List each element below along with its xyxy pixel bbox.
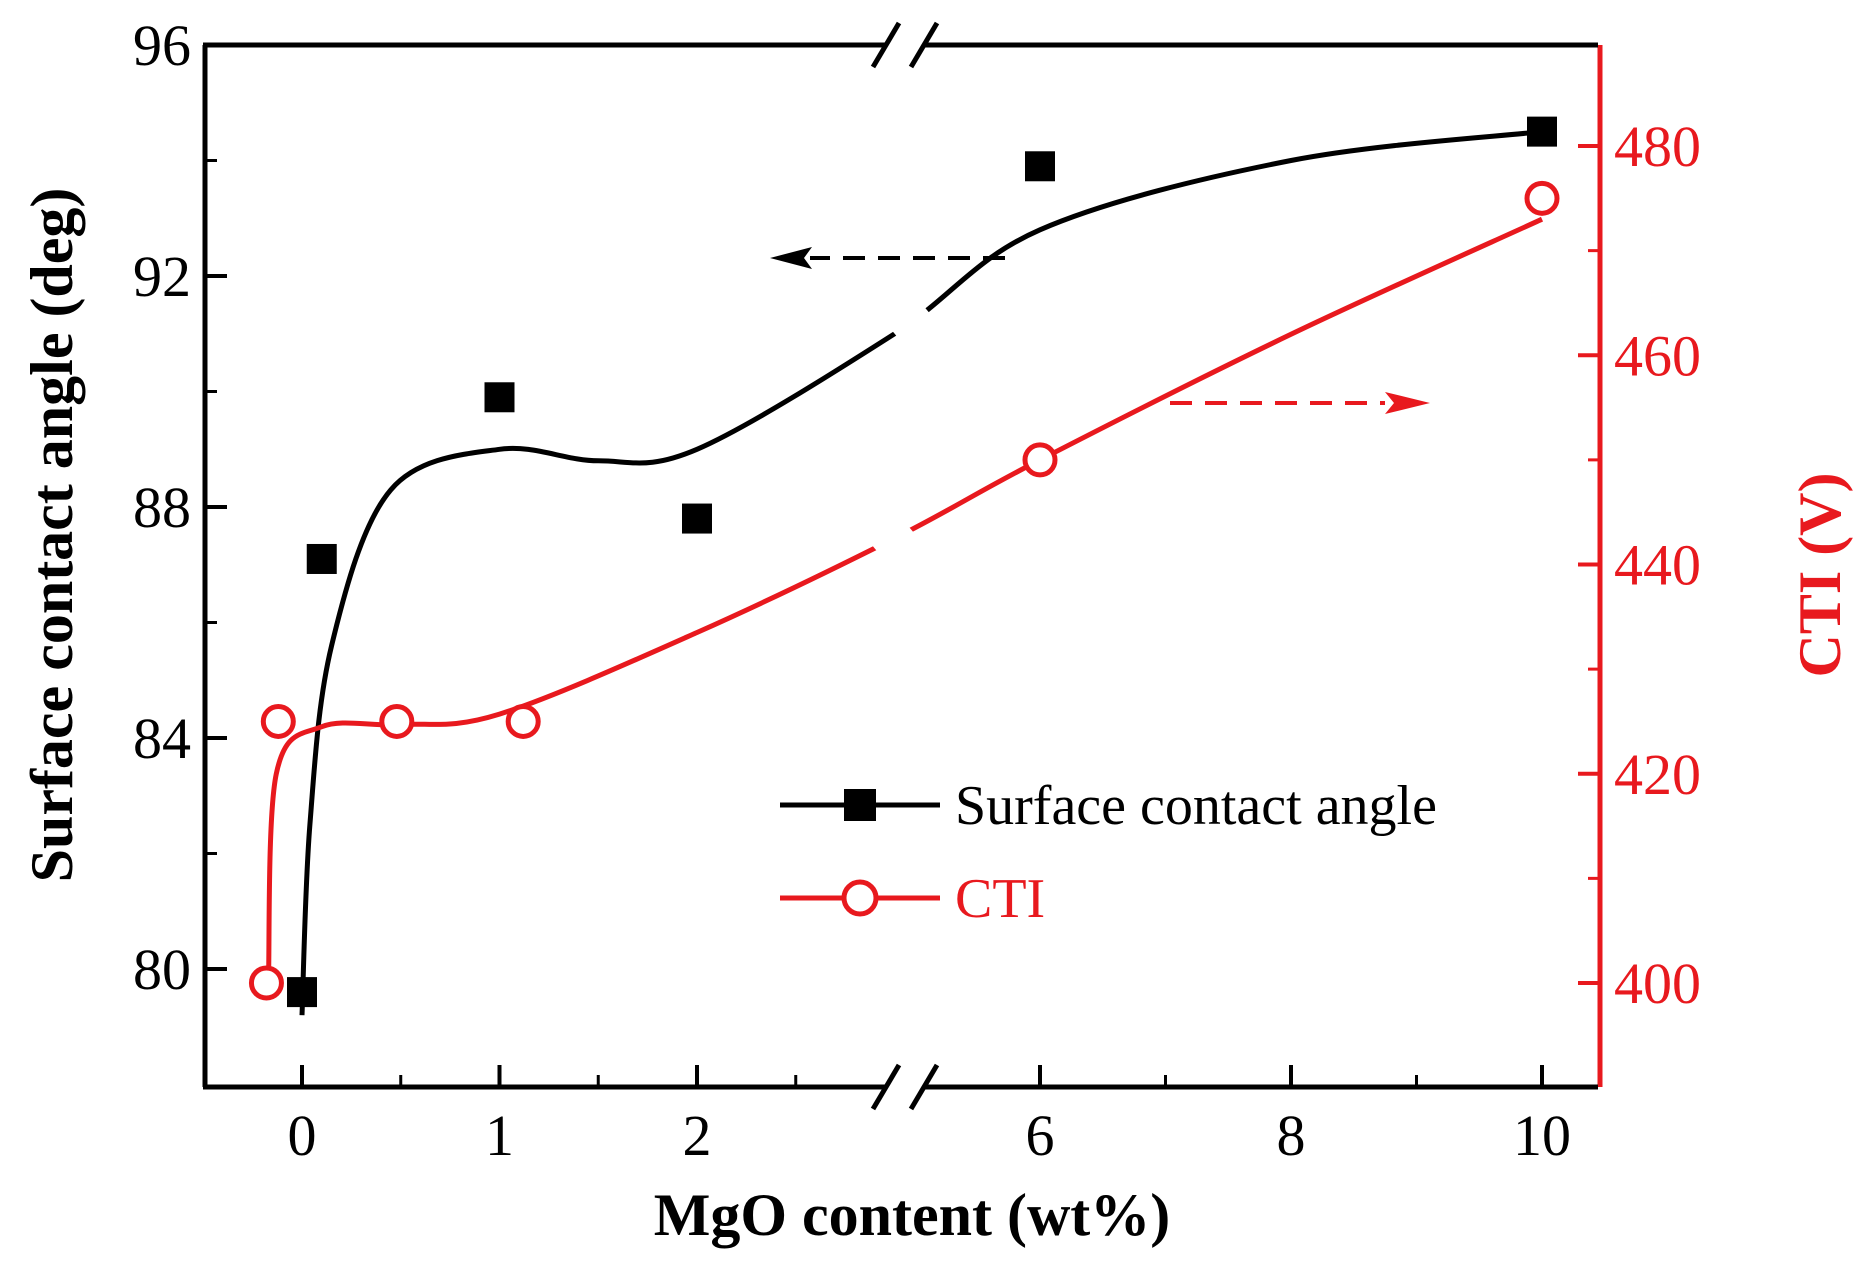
y-right-tick-label: 480 [1614,114,1701,179]
x-tick-label: 0 [288,1103,317,1168]
bottom-axis-break-mark-stroke-1 [870,1063,902,1111]
y-left-tick-label: 88 [133,475,191,540]
y-right-tick-label: 440 [1614,533,1701,598]
y-right-axis-title: CTI (V) [1787,473,1853,678]
y-left-tick-label: 92 [133,244,191,309]
y-right-tick-label: 460 [1614,323,1701,388]
legend-label: CTI [955,868,1045,930]
curve-break-gap [873,282,937,348]
x-tick-label: 6 [1026,1103,1055,1168]
cti-point [1022,442,1058,478]
right-arrow-head-icon [1385,392,1430,414]
x-axis-title: MgO content (wt%) [654,1182,1171,1248]
top-axis-break-mark-stroke-2 [908,21,940,69]
cti-point [248,965,284,1001]
cti-point [260,703,296,739]
legend-square-marker-icon [844,789,876,821]
surface-contact-angle-point [306,543,337,574]
surface-contact-angle-point [1025,151,1055,182]
surface-contact-angle-point [484,382,515,413]
legend-item-cti: CTI [780,868,1045,930]
x-tick-label: 10 [1513,1103,1571,1168]
surface-contact-angle-point [1527,116,1557,147]
y-right-tick-label: 420 [1614,742,1701,807]
y-left-tick-label: 80 [133,937,191,1002]
legend-item-surface-contact-angle: Surface contact angle [780,775,1437,837]
bottom-axis-break-mark-stroke-2 [908,1063,940,1111]
bottom-axis-break-mark [870,1063,940,1111]
surface-contact-angle-point [682,503,712,534]
y-left-tick-label: 96 [133,13,191,78]
x-tick-label: 1 [485,1103,514,1168]
legend-label: Surface contact angle [955,775,1437,837]
left-arrow-head-icon [770,247,812,269]
curve-break-gap [866,512,930,578]
surface-contact-angle-fit-curve [299,129,1543,1016]
x-tick-label: 8 [1277,1103,1306,1168]
y-left-axis-title: Surface contact angle (deg) [19,188,85,883]
cti-fit-curve [265,216,1544,984]
surface-contact-angle-point [287,977,317,1008]
x-tick-label: 2 [683,1103,712,1168]
cti-point [1524,180,1560,216]
cti-point [379,703,415,739]
y-right-tick-label: 400 [1614,951,1701,1016]
y-left-tick-label: 84 [133,706,191,771]
top-axis-break-mark [870,21,940,69]
cti-point [505,703,541,739]
legend-circle-marker-icon [841,879,879,917]
top-axis-break-mark-stroke-1 [870,21,902,69]
